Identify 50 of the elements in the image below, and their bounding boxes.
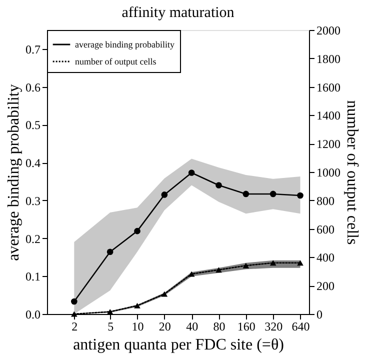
point	[297, 260, 304, 266]
x-tick-label: 160	[237, 320, 256, 334]
point	[297, 192, 304, 199]
point	[242, 190, 250, 198]
y2-tick-label: 400	[316, 250, 334, 265]
y-axis-title: average binding probability	[6, 84, 22, 261]
y2-tick-label: 1200	[316, 137, 340, 152]
x-axis-title: antigen quanta per FDC site (=θ)	[73, 336, 284, 354]
legend-label: number of output cells	[75, 56, 157, 66]
x-tick-label: 10	[132, 320, 144, 334]
point	[216, 182, 222, 188]
point	[188, 170, 195, 176]
point	[161, 291, 168, 297]
point	[106, 308, 114, 314]
y-tick-label: 0.5	[26, 118, 40, 132]
x-tick-label: 20	[158, 320, 171, 334]
y-tick-label: 0.1	[26, 270, 40, 284]
y2-tick-label: 800	[316, 194, 334, 208]
y-tick-label: 0.6	[26, 80, 40, 94]
point	[242, 262, 250, 268]
y2-axis-title: number of output cells	[344, 100, 360, 245]
y2-tick-label: 2000	[316, 24, 340, 38]
y2-tick-label: 600	[316, 222, 334, 236]
point	[134, 302, 140, 308]
y-tick-label: 0.0	[26, 308, 40, 322]
point	[270, 260, 276, 266]
point	[161, 192, 168, 198]
point	[106, 248, 114, 256]
y-tick-label: 0.3	[26, 194, 40, 208]
y-tick-label: 0.2	[26, 232, 40, 246]
y2-tick-label: 200	[316, 279, 334, 294]
point	[216, 267, 222, 273]
x-tick-label: 5	[108, 320, 114, 334]
point	[188, 271, 195, 277]
y2-tick-label: 0	[316, 308, 322, 322]
x-tick-label: 2	[72, 320, 78, 334]
x-tick-label: 320	[264, 320, 283, 334]
y-tick-label: 0.4	[26, 156, 40, 170]
x-tick-label: 80	[213, 320, 226, 334]
point	[270, 190, 276, 198]
y2-tick-label: 1400	[316, 108, 340, 123]
chart-title: affinity maturation	[122, 5, 235, 21]
y2-tick-label: 1800	[316, 52, 340, 66]
y2-tick-label: 1600	[316, 80, 340, 94]
point	[134, 228, 140, 234]
x-tick-label: 640	[292, 320, 310, 334]
legend-label: average binding probability	[75, 40, 175, 50]
y-tick-label: 0.7	[26, 42, 40, 56]
x-tick-label: 40	[186, 320, 198, 334]
y2-tick-label: 1000	[316, 166, 340, 180]
